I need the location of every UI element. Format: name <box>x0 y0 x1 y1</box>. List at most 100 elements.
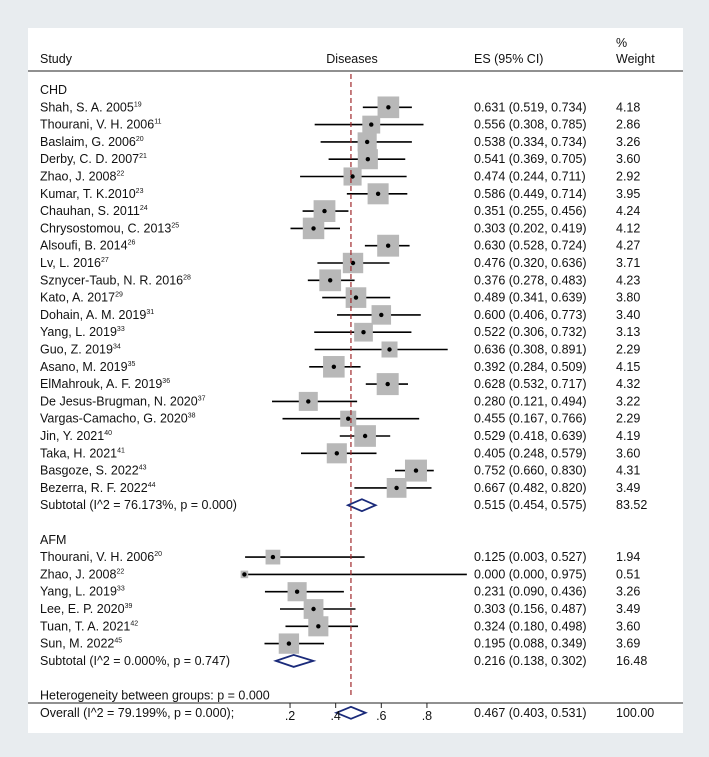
study-label: Guo, Z. 201934 <box>40 343 121 357</box>
es-ci-value: 0.280 (0.121, 0.494) <box>474 394 587 408</box>
es-ci-value: 0.667 (0.482, 0.820) <box>474 481 587 495</box>
subtotal-label: Subtotal (I^2 = 0.000%, p = 0.747) <box>40 654 230 668</box>
weight-value: 4.15 <box>616 360 640 374</box>
study-label: Lee, E. P. 202039 <box>40 602 132 616</box>
es-ci-value: 0.000 (0.000, 0.975) <box>474 567 587 581</box>
point-estimate <box>346 416 351 421</box>
es-ci-value: 0.392 (0.284, 0.509) <box>474 360 587 374</box>
point-estimate <box>286 641 292 646</box>
subtotal-diamond <box>345 498 378 513</box>
point-estimate <box>394 485 399 491</box>
point-estimate <box>350 174 355 179</box>
es-ci-value: 0.405 (0.248, 0.579) <box>474 446 587 460</box>
weight-value: 4.24 <box>616 204 640 218</box>
weight-value: 4.32 <box>616 377 640 391</box>
subtotal-weight-value: 83.52 <box>616 498 647 512</box>
study-label: Tuan, T. A. 202142 <box>40 619 138 633</box>
x-tick-label: .4 <box>330 709 340 723</box>
weight-value: 3.40 <box>616 308 640 322</box>
point-estimate <box>364 139 370 145</box>
es-ci-value: 0.195 (0.088, 0.349) <box>474 637 587 651</box>
study-label: Kumar, T. K.201023 <box>40 187 144 201</box>
study-label: Zhao, J. 200822 <box>40 170 124 184</box>
point-estimate <box>316 624 321 629</box>
heterogeneity-text: Heterogeneity between groups: p = 0.000 <box>40 689 270 703</box>
group-label: AFM <box>40 533 66 547</box>
point-estimate <box>385 381 390 387</box>
weight-value: 3.13 <box>616 325 640 339</box>
weight-value: 2.86 <box>616 118 640 132</box>
es-ci-value: 0.586 (0.449, 0.714) <box>474 187 587 201</box>
weight-value: 3.22 <box>616 394 640 408</box>
weight-value: 3.69 <box>616 637 640 651</box>
overall-diamond <box>333 705 368 720</box>
subtotal-diamond <box>273 653 317 668</box>
point-estimate <box>331 364 337 369</box>
weight-value: 3.49 <box>616 481 640 495</box>
study-label: ElMahrouk, A. F. 201936 <box>40 377 170 391</box>
es-ci-value: 0.556 (0.308, 0.785) <box>474 118 587 132</box>
weight-value: 4.27 <box>616 239 640 253</box>
point-estimate <box>353 295 359 300</box>
header-es-ci: ES (95% CI) <box>474 52 543 66</box>
study-label: De Jesus-Brugman, N. 202037 <box>40 394 206 408</box>
study-label: Yang, L. 201933 <box>40 325 125 339</box>
es-ci-value: 0.231 (0.090, 0.436) <box>474 585 587 599</box>
study-label: Chauhan, S. 201124 <box>40 204 148 218</box>
group-label: CHD <box>40 83 67 97</box>
point-estimate <box>311 226 316 231</box>
es-ci-value: 0.522 (0.306, 0.732) <box>474 325 587 339</box>
point-estimate <box>242 572 247 577</box>
header-diseases: Diseases <box>326 52 377 66</box>
header-study: Study <box>40 52 73 66</box>
point-estimate <box>413 468 419 473</box>
weight-value: 4.19 <box>616 429 640 443</box>
weight-value: 3.95 <box>616 187 640 201</box>
subtotal-weight-value: 16.48 <box>616 654 647 668</box>
weight-value: 2.29 <box>616 343 640 357</box>
study-label: Alsoufi, B. 201426 <box>40 239 135 253</box>
point-estimate <box>362 433 368 439</box>
header-weight: Weight <box>616 52 655 66</box>
study-label: Thourani, V. H. 200620 <box>40 550 162 564</box>
subtotal-es-ci-value: 0.515 (0.454, 0.575) <box>474 498 587 512</box>
point-estimate <box>375 191 381 196</box>
es-ci-value: 0.600 (0.406, 0.773) <box>474 308 587 322</box>
point-estimate <box>350 260 356 266</box>
study-label: Derby, C. D. 200721 <box>40 152 147 166</box>
es-ci-value: 0.303 (0.202, 0.419) <box>474 221 587 235</box>
x-tick-label: .2 <box>285 709 295 723</box>
study-label: Asano, M. 201935 <box>40 360 135 374</box>
weight-value: 4.12 <box>616 221 640 235</box>
es-ci-value: 0.303 (0.156, 0.487) <box>474 602 587 616</box>
point-estimate <box>379 312 384 318</box>
x-tick-label: .6 <box>376 709 386 723</box>
point-estimate <box>306 399 311 404</box>
weight-value: 2.29 <box>616 412 640 426</box>
overall-weight-value: 100.00 <box>616 706 654 720</box>
study-label: Bezerra, R. F. 202244 <box>40 481 156 495</box>
es-ci-value: 0.752 (0.660, 0.830) <box>474 464 587 478</box>
weight-value: 3.60 <box>616 152 640 166</box>
forest-plot-panel: Study Diseases ES (95% CI)% Weight CHD Shah, … <box>28 28 683 733</box>
weight-value: 4.31 <box>616 464 640 478</box>
point-estimate <box>294 589 300 594</box>
study-label: Jin, Y. 202140 <box>40 429 112 443</box>
es-ci-value: 0.631 (0.519, 0.734) <box>474 100 587 114</box>
es-ci-value: 0.529 (0.418, 0.639) <box>474 429 587 443</box>
es-ci-value: 0.538 (0.334, 0.734) <box>474 135 587 149</box>
study-label: Shah, S. A. 200519 <box>40 100 142 114</box>
study-label: Sznycer-Taub, N. R. 201628 <box>40 273 191 287</box>
point-estimate <box>387 347 392 352</box>
study-label: Lv, L. 201627 <box>40 256 109 270</box>
es-ci-value: 0.636 (0.308, 0.891) <box>474 343 587 357</box>
es-ci-value: 0.630 (0.528, 0.724) <box>474 239 587 253</box>
study-label: Dohain, A. M. 201931 <box>40 308 154 322</box>
overall-es-ci-value: 0.467 (0.403, 0.531) <box>474 706 587 720</box>
es-ci-value: 0.125 (0.003, 0.527) <box>474 550 587 564</box>
study-label: Sun, M. 202245 <box>40 637 122 651</box>
point-estimate <box>361 330 366 335</box>
weight-value: 3.80 <box>616 291 640 305</box>
es-ci-value: 0.376 (0.278, 0.483) <box>474 273 587 287</box>
study-label: Vargas-Camacho, G. 202038 <box>40 412 196 426</box>
